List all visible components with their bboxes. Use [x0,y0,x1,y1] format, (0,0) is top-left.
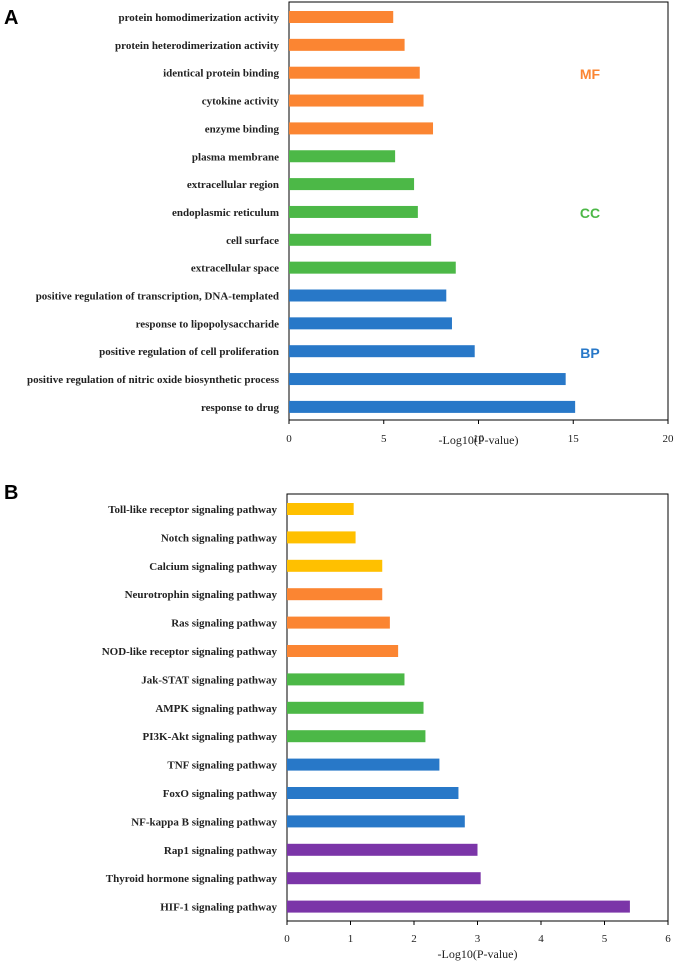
category-label: NOD-like receptor signaling pathway [102,646,278,658]
bar [289,261,456,274]
bar [289,150,396,163]
category-label: NF-kappa B signaling pathway [131,816,277,828]
bar [287,701,424,714]
bar [289,400,576,413]
bar [287,843,478,856]
bar [287,730,426,743]
category-label: positive regulation of transcription, DN… [36,291,279,303]
bar [289,317,452,330]
bar [287,758,440,771]
bar [289,66,420,79]
bar [289,178,415,191]
bar [287,673,405,686]
category-label: response to drug [201,402,280,414]
category-label: FoxO signaling pathway [163,788,278,800]
category-label: Rap1 signaling pathway [164,845,278,857]
x-tick-label: 3 [475,933,481,945]
x-tick-label: 20 [663,433,675,445]
category-label: endoplasmic reticulum [172,207,279,219]
category-label: Neurotrophin signaling pathway [125,589,278,601]
category-label: extracellular region [187,179,279,191]
category-label: PI3K-Akt signaling pathway [143,731,278,743]
panel-b: B Toll-like receptor signaling pathway Not… [4,482,671,961]
x-tick-label: 10 [473,433,485,445]
x-axis-label: -Log10(P-value) [438,947,518,961]
category-label: positive regulation of nitric oxide bios… [27,374,280,386]
bar [289,11,394,23]
group-label: MF [580,66,601,82]
category-label: response to lipopolysaccharide [136,318,280,330]
category-label: identical protein binding [163,68,279,80]
x-tick-label: 4 [538,933,544,945]
bar [287,616,390,629]
category-label: Notch signaling pathway [161,532,278,544]
bar [289,289,447,302]
bar [287,503,354,515]
x-tick-label: 15 [568,433,580,445]
bar [289,373,566,386]
bar [287,787,459,799]
category-label: positive regulation of cell proliferatio… [99,346,279,358]
group-label: BP [580,345,599,361]
category-label: TNF signaling pathway [167,760,277,772]
bar [289,122,434,135]
bar [287,815,465,828]
bar [289,38,405,51]
category-label: protein homodimerization activity [119,12,280,24]
category-label: Thyroid hormone signaling pathway [106,873,278,885]
x-tick-label: 5 [602,933,608,945]
category-label: Jak-STAT signaling pathway [141,674,277,686]
panel-letter: B [4,482,18,504]
category-label: enzyme binding [205,123,280,135]
x-tick-label: 2 [411,933,417,945]
x-tick-label: 1 [348,933,354,945]
category-label: AMPK signaling pathway [155,703,277,715]
bar [289,94,424,107]
category-label: Calcium signaling pathway [149,561,277,573]
bar [287,531,356,544]
bar [289,233,432,246]
bar [287,559,383,572]
panel-letter: A [4,7,18,29]
category-label: HIF-1 signaling pathway [160,902,277,914]
category-label: extracellular space [191,263,279,275]
bar [287,900,630,913]
group-label: CC [580,205,600,221]
bar [289,345,475,358]
x-tick-label: 0 [286,433,292,445]
bar [287,588,383,601]
bar [289,205,418,218]
x-axis-label: -Log10(P-value) [439,433,519,447]
bar [287,645,399,657]
category-label: Toll-like receptor signaling pathway [108,504,277,516]
x-tick-label: 5 [381,433,387,445]
x-tick-label: 6 [665,933,671,945]
category-label: protein heterodimerization activity [115,40,279,52]
category-label: Ras signaling pathway [171,618,277,630]
bar [287,872,481,885]
category-label: cytokine activity [202,96,280,108]
category-label: plasma membrane [192,151,279,163]
x-tick-label: 0 [284,933,290,945]
category-label: cell surface [226,235,279,247]
